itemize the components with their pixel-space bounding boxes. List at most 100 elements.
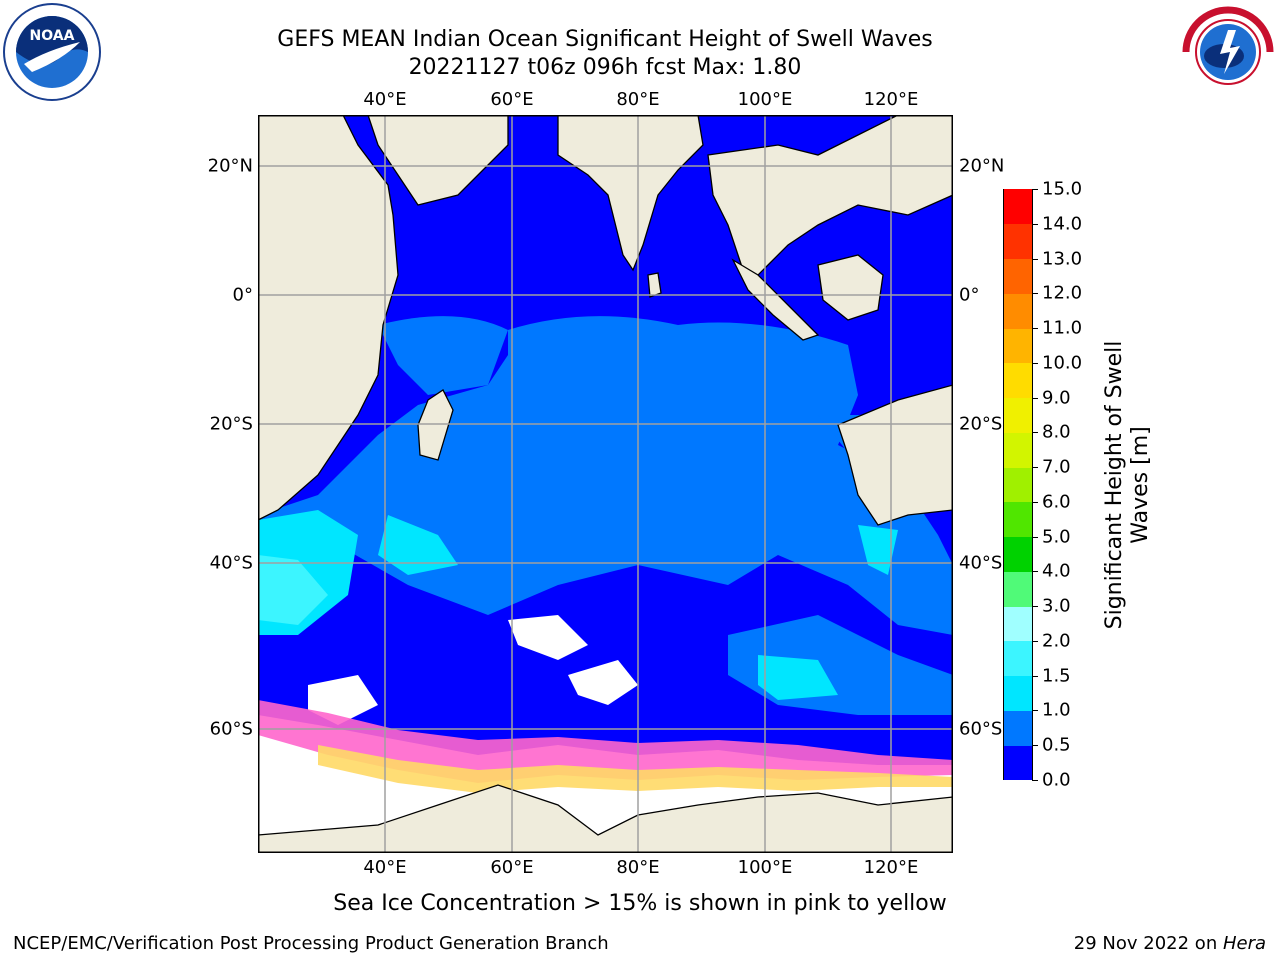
- colorbar-tick-label: 13.0: [1042, 248, 1083, 270]
- lon-label-top-40e: 40°E: [363, 89, 407, 110]
- australia-land: [837, 384, 953, 526]
- colorbar-segment: [1004, 606, 1032, 642]
- borneo-land: [817, 254, 884, 321]
- lat-label-left-20s: 20°S: [209, 413, 253, 435]
- lon-label-bottom-100e: 100°E: [737, 857, 793, 878]
- lat-label-right-60s: 60°S: [959, 718, 1003, 740]
- srilanka-land: [647, 272, 662, 298]
- colorbar-tick-mark: [1032, 675, 1038, 677]
- colorbar-tick-label: 1.5: [1042, 665, 1071, 687]
- colorbar-tick-label: 0.0: [1042, 769, 1071, 791]
- colorbar-label: Significant Height of Swell Waves [m]: [1102, 341, 1154, 630]
- colorbar-tick-label: 3.0: [1042, 595, 1071, 617]
- noaa-logo: NOAA: [2, 2, 102, 102]
- madagascar-land: [417, 389, 454, 461]
- colorbar-tick-mark: [1032, 606, 1038, 608]
- colorbar-tick-label: 7.0: [1042, 456, 1071, 478]
- lon-label-bottom-120e: 120°E: [863, 857, 919, 878]
- colorbar-tick-label: 10.0: [1042, 352, 1083, 374]
- kerguelen-white: [508, 615, 588, 660]
- colorbar-tick-label: 8.0: [1042, 421, 1071, 443]
- colorbar-tick-mark: [1032, 362, 1038, 364]
- colorbar-tick-label: 1.0: [1042, 699, 1071, 721]
- lat-label-left-60s: 60°S: [209, 718, 253, 740]
- colorbar-tick-label: 12.0: [1042, 282, 1083, 304]
- lat-label-left-0: 0°: [232, 284, 253, 306]
- lat-label-left-40s: 40°S: [209, 552, 253, 574]
- lon-label-top-100e: 100°E: [737, 89, 793, 110]
- colorbar-segment: [1004, 571, 1032, 607]
- lon-label-top-120e: 120°E: [863, 89, 919, 110]
- colorbar-tick-mark: [1032, 710, 1038, 712]
- colorbar-label-line1: Significant Height of Swell: [1102, 340, 1127, 630]
- colorbar-segment: [1004, 293, 1032, 329]
- sumatra-land: [731, 258, 820, 341]
- colorbar-tick-mark: [1032, 640, 1038, 642]
- colorbar-tick-label: 0.5: [1042, 734, 1071, 756]
- colorbar-tick-mark: [1032, 780, 1038, 781]
- lon-label-bottom-80e: 80°E: [616, 857, 660, 878]
- colorbar-tick-mark: [1032, 432, 1038, 434]
- footer-date: 29 Nov 2022 on Hera: [1074, 933, 1266, 954]
- footer-credit: NCEP/EMC/Verification Post Processing Pr…: [13, 933, 609, 954]
- colorbar-segment: [1004, 223, 1032, 259]
- colorbar-tick-mark: [1032, 223, 1038, 225]
- colorbar-tick-mark: [1032, 293, 1038, 295]
- sea-ice-band: [258, 700, 953, 783]
- antarctica-coast: [258, 784, 953, 853]
- colorbar-tick-mark: [1032, 536, 1038, 538]
- lon-label-top-60e: 60°E: [490, 89, 534, 110]
- colorbar-tick-mark: [1032, 189, 1038, 190]
- lat-label-right-20n: 20°N: [959, 155, 1005, 177]
- ice-island-white: [568, 660, 638, 705]
- colorbar-segment: [1004, 362, 1032, 399]
- svg-text:NOAA: NOAA: [30, 28, 75, 44]
- colorbar-segment: [1004, 189, 1032, 225]
- colorbar-segment: [1004, 328, 1032, 364]
- nws-logo: [1178, 2, 1278, 102]
- sea-ice-note: Sea Ice Concentration > 15% is shown in …: [333, 891, 947, 916]
- colorbar-segment: [1004, 710, 1032, 746]
- colorbar-segment: [1004, 501, 1032, 538]
- map-title: GEFS MEAN Indian Ocean Significant Heigh…: [277, 27, 933, 52]
- colorbar-tick-label: 15.0: [1042, 178, 1083, 200]
- colorbar-tick-label: 6.0: [1042, 491, 1071, 513]
- colorbar-tick-mark: [1032, 258, 1038, 260]
- colorbar-tick-label: 11.0: [1042, 317, 1083, 339]
- map-subtitle: 20221127 t06z 096h fcst Max: 1.80: [408, 55, 802, 80]
- swell-band-1-0-b: [378, 515, 458, 575]
- colorbar-tick-mark: [1032, 397, 1038, 399]
- colorbar-segment: [1004, 467, 1032, 503]
- colorbar-tick-label: 9.0: [1042, 387, 1071, 409]
- colorbar-segment: [1004, 536, 1032, 572]
- colorbar: [1003, 189, 1033, 781]
- colorbar-tick-label: 2.0: [1042, 630, 1071, 652]
- footer-date-text: 29 Nov 2022 on: [1073, 933, 1223, 954]
- colorbar-segment: [1004, 397, 1032, 433]
- sea-ice-yellow: [318, 745, 953, 793]
- colorbar-tick-label: 5.0: [1042, 526, 1071, 548]
- swell-height-map: [258, 115, 953, 853]
- colorbar-segment: [1004, 432, 1032, 468]
- colorbar-tick-label: 14.0: [1042, 213, 1083, 235]
- colorbar-segment: [1004, 640, 1032, 677]
- footer-host: Hera: [1222, 933, 1266, 954]
- colorbar-segment: [1004, 675, 1032, 711]
- colorbar-segment: [1004, 258, 1032, 294]
- swell-band-1-0-c: [758, 655, 838, 700]
- lat-label-left-20n: 20°N: [207, 155, 253, 177]
- lat-label-right-40s: 40°S: [959, 552, 1003, 574]
- colorbar-tick-mark: [1032, 571, 1038, 573]
- ice-west-white: [308, 675, 378, 725]
- lon-label-bottom-60e: 60°E: [490, 857, 534, 878]
- swell-band-0-5-north: [378, 316, 508, 395]
- colorbar-segment: [1004, 745, 1032, 781]
- lon-label-bottom-40e: 40°E: [363, 857, 407, 878]
- africa-land: [258, 115, 399, 521]
- graticule: [258, 115, 953, 853]
- lon-label-top-80e: 80°E: [616, 89, 660, 110]
- swell-band-1-5: [258, 555, 328, 625]
- colorbar-tick-label: 4.0: [1042, 560, 1071, 582]
- colorbar-tick-mark: [1032, 745, 1038, 747]
- lat-label-right-20s: 20°S: [959, 413, 1003, 435]
